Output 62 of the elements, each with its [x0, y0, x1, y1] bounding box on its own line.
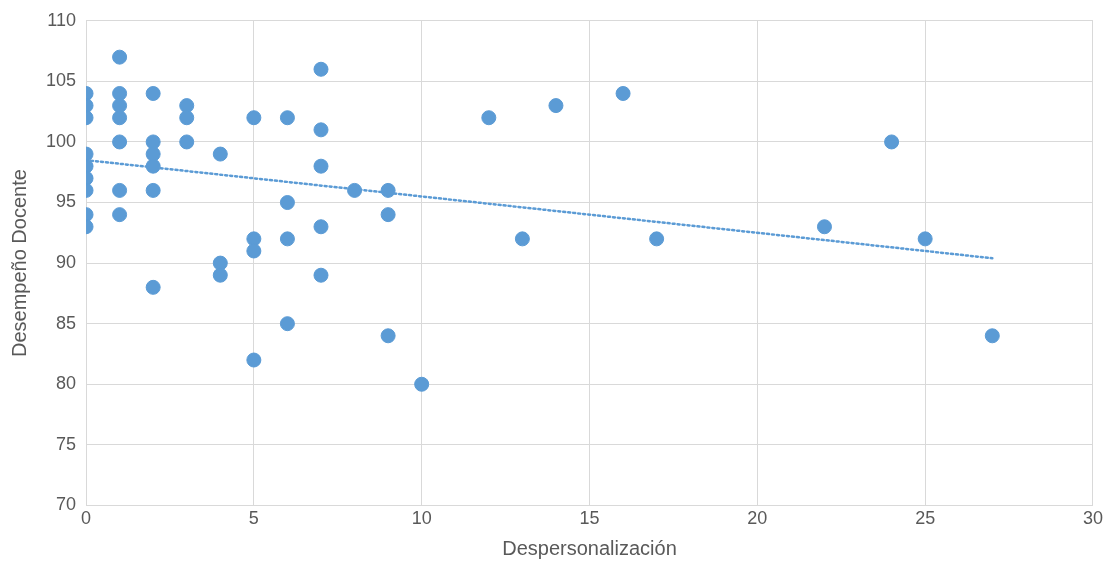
point — [649, 231, 665, 247]
point — [112, 207, 128, 223]
y-tick-label: 105 — [45, 70, 77, 91]
point — [816, 219, 832, 235]
point — [145, 279, 161, 295]
x-tick-label: 10 — [411, 508, 432, 529]
point — [313, 61, 329, 77]
point — [246, 352, 262, 368]
point — [884, 134, 900, 150]
point — [917, 231, 933, 247]
point — [112, 134, 128, 150]
y-tick-label: 80 — [56, 373, 77, 394]
point — [179, 134, 195, 150]
point — [246, 243, 262, 259]
point — [615, 85, 631, 101]
y-tick-label: 70 — [56, 494, 77, 515]
y-tick-label: 100 — [45, 130, 77, 151]
y-tick-label: 110 — [47, 9, 77, 30]
point — [380, 328, 396, 344]
point — [984, 328, 1000, 344]
point — [313, 219, 329, 235]
point — [145, 182, 161, 198]
point — [313, 122, 329, 138]
y-tick-label: 85 — [56, 312, 77, 333]
point — [212, 267, 228, 283]
point — [414, 376, 430, 392]
point — [548, 98, 564, 114]
point — [112, 85, 128, 101]
point — [246, 110, 262, 126]
point — [145, 134, 161, 150]
x-axis-title: Despersonalización — [502, 536, 677, 559]
point — [212, 255, 228, 271]
y-tick-label: 95 — [56, 191, 77, 212]
x-tick-label: 30 — [1082, 508, 1103, 529]
point — [145, 146, 161, 162]
x-tick-label: 0 — [81, 508, 92, 529]
point — [112, 182, 128, 198]
point — [347, 182, 363, 198]
point — [279, 231, 295, 247]
point — [145, 85, 161, 101]
point — [313, 158, 329, 174]
point — [279, 110, 295, 126]
y-tick-label: 75 — [56, 433, 77, 454]
point — [246, 231, 262, 247]
point — [481, 110, 497, 126]
point — [145, 158, 161, 174]
point — [112, 110, 128, 126]
x-tick-label: 25 — [915, 508, 936, 529]
point — [279, 316, 295, 332]
point — [112, 49, 128, 65]
point — [380, 207, 396, 223]
x-tick-label: 20 — [747, 508, 768, 529]
point — [212, 146, 228, 162]
y-tick-label: 90 — [56, 252, 77, 273]
point — [514, 231, 530, 247]
point — [179, 110, 195, 126]
point — [380, 182, 396, 198]
point — [313, 267, 329, 283]
x-tick-label: 15 — [579, 508, 600, 529]
y-axis-title: Desempeño Docente — [7, 169, 30, 358]
point — [279, 195, 295, 211]
x-tick-label: 5 — [248, 508, 259, 529]
